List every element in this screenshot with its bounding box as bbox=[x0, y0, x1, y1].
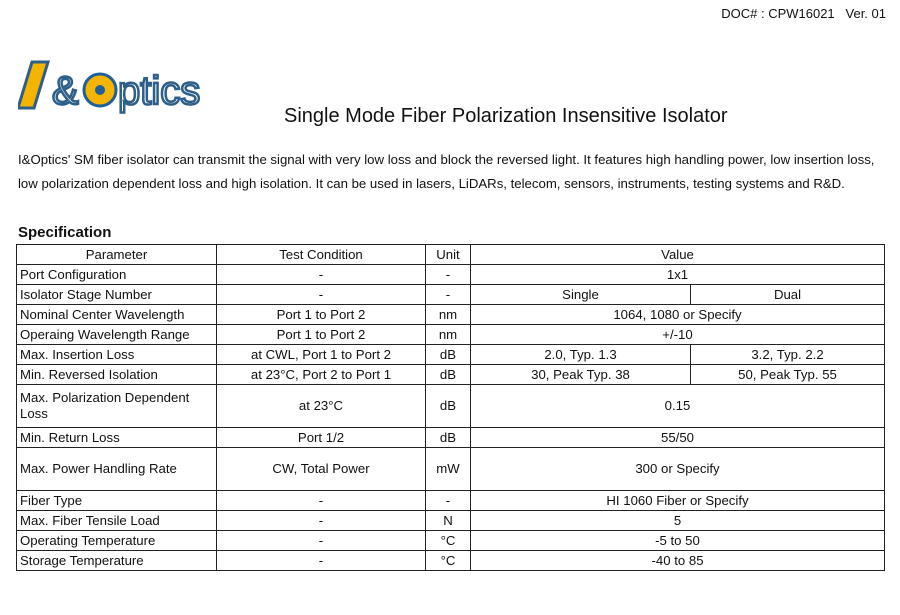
unit-cell: mW bbox=[425, 447, 471, 491]
condition-cell: CW, Total Power bbox=[216, 447, 426, 491]
table-row: Max. Fiber Tensile Load - N 5 bbox=[16, 510, 885, 531]
param-cell: Min. Return Loss bbox=[16, 427, 217, 448]
unit-cell: nm bbox=[425, 324, 471, 345]
table-row: Min. Reversed Isolation at 23°C, Port 2 t… bbox=[16, 364, 885, 385]
condition-cell: - bbox=[216, 510, 426, 531]
value-cell: +/-10 bbox=[470, 324, 885, 345]
unit-cell: °C bbox=[425, 530, 471, 551]
header-cell: Value bbox=[470, 244, 885, 265]
param-cell: Isolator Stage Number bbox=[16, 284, 217, 305]
page-title: Single Mode Fiber Polarization Insensiti… bbox=[284, 105, 728, 127]
value-cell: 1064, 1080 or Specify bbox=[470, 304, 885, 325]
table-header-row: Parameter Test Condition Unit Value bbox=[16, 244, 885, 265]
unit-cell: °C bbox=[425, 550, 471, 571]
value-cell: -40 to 85 bbox=[470, 550, 885, 571]
condition-cell: Port 1 to Port 2 bbox=[216, 304, 426, 325]
param-cell: Max. Insertion Loss bbox=[16, 344, 217, 365]
unit-cell: nm bbox=[425, 304, 471, 325]
value-single-cell: 2.0, Typ. 1.3 bbox=[470, 344, 691, 365]
table-row: Max. Polarization Dependent Loss at 23°C d… bbox=[16, 384, 885, 428]
value-cell: HI 1060 Fiber or Specify bbox=[470, 490, 885, 511]
unit-cell: dB bbox=[425, 427, 471, 448]
header-cell: Test Condition bbox=[216, 244, 426, 265]
spec-table: Parameter Test Condition Unit Value Port… bbox=[16, 244, 885, 571]
condition-cell: at 23°C bbox=[216, 384, 426, 428]
company-logo: & ptics bbox=[18, 60, 202, 114]
condition-cell: at CWL, Port 1 to Port 2 bbox=[216, 344, 426, 365]
unit-cell: - bbox=[425, 264, 471, 285]
unit-cell: N bbox=[425, 510, 471, 531]
param-cell: Operating Temperature bbox=[16, 530, 217, 551]
value-cell: 1x1 bbox=[470, 264, 885, 285]
intro-paragraph: I&Optics' SM fiber isolator can transmit… bbox=[18, 152, 875, 191]
value-cell: 300 or Specify bbox=[470, 447, 885, 491]
param-cell: Max. Polarization Dependent Loss bbox=[16, 384, 217, 428]
value-cell: 55/50 bbox=[470, 427, 885, 448]
value-dual-cell: 3.2, Typ. 2.2 bbox=[690, 344, 885, 365]
unit-cell: - bbox=[425, 284, 471, 305]
value-cell: -5 to 50 bbox=[470, 530, 885, 551]
header-cell: Parameter bbox=[16, 244, 217, 265]
param-cell: Max. Power Handling Rate bbox=[16, 447, 217, 491]
unit-cell: dB bbox=[425, 364, 471, 385]
table-row: Operating Temperature - °C -5 to 50 bbox=[16, 530, 885, 551]
svg-text:&: & bbox=[52, 69, 79, 113]
version: Ver. 01 bbox=[845, 6, 886, 21]
condition-cell: - bbox=[216, 264, 426, 285]
table-row: Port Configuration - -1x1 bbox=[16, 264, 885, 285]
table-row: Max. Power Handling Rate CW, Total Power m… bbox=[16, 447, 885, 491]
param-cell: Max. Fiber Tensile Load bbox=[16, 510, 217, 531]
condition-cell: at 23°C, Port 2 to Port 1 bbox=[216, 364, 426, 385]
param-cell: Storage Temperature bbox=[16, 550, 217, 571]
value-dual-cell: Dual bbox=[690, 284, 885, 305]
condition-cell: - bbox=[216, 530, 426, 551]
table-row: Max. Insertion Loss at CWL, Port 1 to Por… bbox=[16, 344, 885, 365]
table-row: Fiber Type - - HI 1060 Fiber or Specify bbox=[16, 490, 885, 511]
table-row: Nominal Center Wavelength Port 1 to Port … bbox=[16, 304, 885, 325]
header-cell: Unit bbox=[425, 244, 471, 265]
table-row: Min. Return Loss Port 1/2 dB 55/50 bbox=[16, 427, 885, 448]
table-row: Storage Temperature - °C -40 to 85 bbox=[16, 550, 885, 571]
condition-cell: - bbox=[216, 490, 426, 511]
doc-number: DOC# : CPW16021 Ver. 01 bbox=[721, 6, 886, 21]
section-title: Specification bbox=[18, 224, 112, 241]
param-cell: Port Configuration bbox=[16, 264, 217, 285]
svg-text:ptics: ptics bbox=[118, 69, 200, 113]
unit-cell: dB bbox=[425, 344, 471, 365]
condition-cell: Port 1 to Port 2 bbox=[216, 324, 426, 345]
param-cell: Min. Reversed Isolation bbox=[16, 364, 217, 385]
unit-cell: - bbox=[425, 490, 471, 511]
condition-cell: - bbox=[216, 284, 426, 305]
condition-cell: - bbox=[216, 550, 426, 571]
param-cell: Fiber Type bbox=[16, 490, 217, 511]
value-single-cell: 30, Peak Typ. 38 bbox=[470, 364, 691, 385]
value-dual-cell: 50, Peak Typ. 55 bbox=[690, 364, 885, 385]
param-cell: Nominal Center Wavelength bbox=[16, 304, 217, 325]
table-row: Isolator Stage Number - - Single Dual bbox=[16, 284, 885, 305]
value-single-cell: Single bbox=[470, 284, 691, 305]
condition-cell: Port 1/2 bbox=[216, 427, 426, 448]
table-row: Operaing Wavelength Range Port 1 to Port … bbox=[16, 324, 885, 345]
value-cell: 5 bbox=[470, 510, 885, 531]
value-cell: 0.15 bbox=[470, 384, 885, 428]
unit-cell: dB bbox=[425, 384, 471, 428]
param-cell: Operaing Wavelength Range bbox=[16, 324, 217, 345]
